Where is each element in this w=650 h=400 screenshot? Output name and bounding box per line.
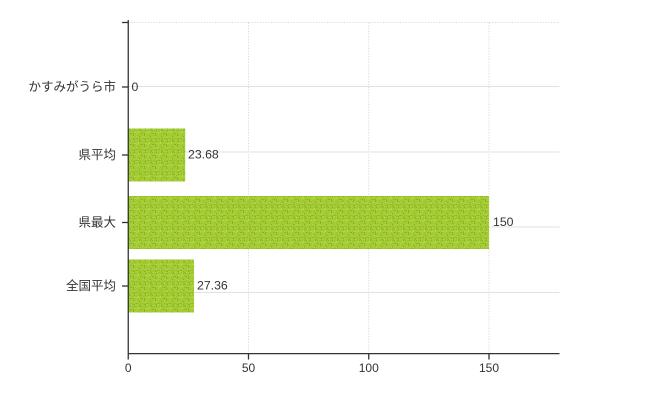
- svg-text:0: 0: [125, 361, 132, 375]
- svg-text:150: 150: [493, 215, 514, 229]
- svg-text:100: 100: [359, 361, 379, 375]
- svg-text:27.36: 27.36: [197, 279, 228, 293]
- svg-text:23.68: 23.68: [188, 148, 219, 162]
- svg-text:かすみがうら市: かすみがうら市: [28, 79, 116, 94]
- svg-text:県最大: 県最大: [78, 216, 116, 230]
- svg-text:150: 150: [479, 361, 499, 375]
- svg-text:0: 0: [132, 80, 139, 94]
- svg-text:県平均: 県平均: [78, 148, 116, 162]
- svg-text:全国平均: 全国平均: [66, 278, 116, 293]
- svg-text:50: 50: [242, 361, 256, 375]
